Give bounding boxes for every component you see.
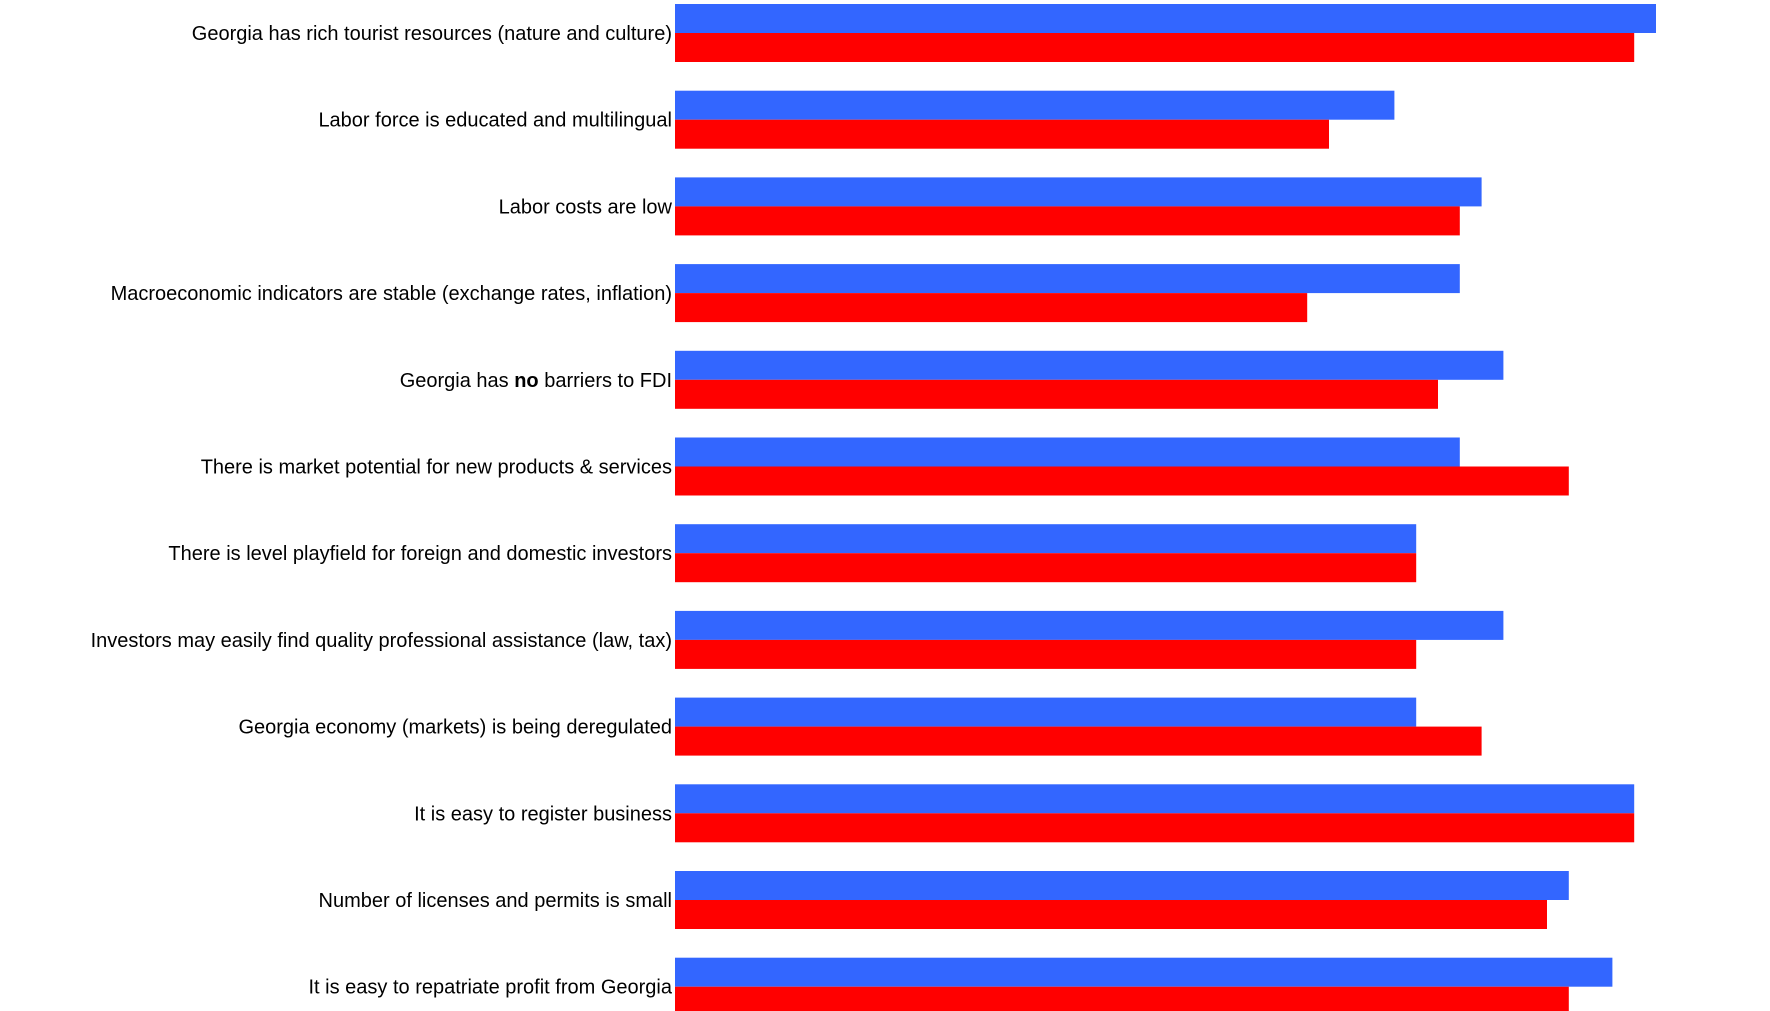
bar-series-2-row-3 xyxy=(675,206,1460,236)
category-label: Labor force is educated and multilingual xyxy=(318,110,672,132)
category-labels-group: Georgia has rich tourist resources (natu… xyxy=(91,23,673,999)
bar-series-1-row-4 xyxy=(675,264,1460,294)
category-label: Labor costs are low xyxy=(499,196,673,218)
bar-series-2-row-2 xyxy=(675,119,1329,149)
bar-series-2-row-6 xyxy=(675,466,1569,496)
bar-series-1-row-6 xyxy=(675,437,1460,467)
bars-group xyxy=(675,4,1656,1011)
bar-series-1-row-12 xyxy=(675,957,1613,987)
bar-series-2-row-9 xyxy=(675,726,1482,756)
bar-series-2-row-10 xyxy=(675,813,1635,843)
bar-series-2-row-12 xyxy=(675,986,1569,1011)
category-label: Investors may easily find quality profes… xyxy=(91,630,672,652)
bar-series-1-row-3 xyxy=(675,177,1482,207)
category-label: It is easy to repatriate profit from Geo… xyxy=(309,977,673,999)
category-label: Georgia has rich tourist resources (natu… xyxy=(192,23,672,45)
bar-series-2-row-1 xyxy=(675,33,1635,62)
category-label: Macroeconomic indicators are stable (exc… xyxy=(111,283,672,305)
bar-series-2-row-7 xyxy=(675,553,1417,583)
bar-series-2-row-4 xyxy=(675,293,1308,323)
bar-series-1-row-2 xyxy=(675,90,1395,120)
bar-series-1-row-8 xyxy=(675,610,1504,640)
bar-series-1-row-10 xyxy=(675,784,1635,814)
bar-series-1-row-9 xyxy=(675,697,1417,727)
category-label: Number of licenses and permits is small xyxy=(319,890,672,912)
bar-series-2-row-11 xyxy=(675,900,1547,929)
bar-series-1-row-5 xyxy=(675,350,1504,380)
category-label: There is market potential for new produc… xyxy=(201,457,672,479)
bar-series-1-row-7 xyxy=(675,524,1417,554)
bar-series-1-row-1 xyxy=(675,4,1656,33)
category-label: There is level playfield for foreign and… xyxy=(168,543,672,565)
category-label: Georgia economy (markets) is being dereg… xyxy=(238,717,672,739)
bar-series-2-row-5 xyxy=(675,379,1438,409)
bar-series-1-row-11 xyxy=(675,871,1569,900)
category-label: Georgia has no barriers to FDI xyxy=(400,370,672,392)
bar-series-2-row-8 xyxy=(675,639,1417,669)
category-label: It is easy to register business xyxy=(414,803,672,825)
